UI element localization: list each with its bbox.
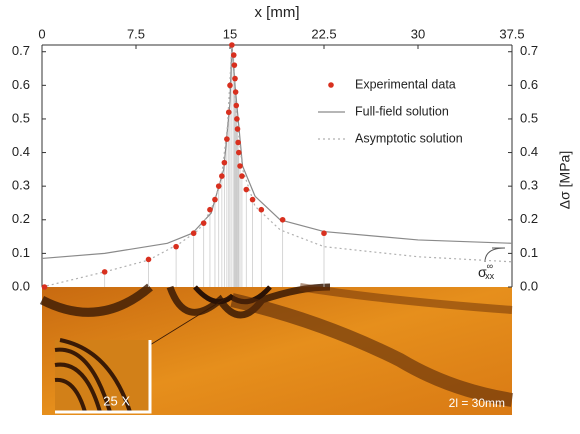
legend-marker <box>328 82 334 88</box>
data-point <box>233 89 239 95</box>
data-point <box>280 217 286 223</box>
data-point <box>237 163 243 169</box>
data-point <box>102 269 108 275</box>
bracket <box>485 248 505 262</box>
sigma-annotation: σ∞xx <box>478 261 495 281</box>
x-axis-title: x [mm] <box>255 4 300 21</box>
data-point <box>146 257 152 263</box>
data-point <box>243 187 249 193</box>
sup: ∞ <box>487 261 493 271</box>
data-point <box>235 140 241 146</box>
x-tick-label: 7.5 <box>127 26 145 41</box>
data-point <box>216 183 222 189</box>
y2-tick-label: 0.3 <box>520 178 538 193</box>
x-tick-label: 37.5 <box>499 26 524 41</box>
y2-tick-label: 0.4 <box>520 144 538 159</box>
y-tick-label: 0.5 <box>12 110 30 125</box>
data-point <box>191 230 197 236</box>
y-tick-label: 0.6 <box>12 77 30 92</box>
data-point <box>226 109 232 115</box>
data-point <box>236 150 242 156</box>
data-point <box>207 207 213 213</box>
y-tick-label: 0.0 <box>12 278 30 293</box>
data-point <box>212 197 218 203</box>
data-point <box>259 207 265 213</box>
data-point <box>235 126 241 132</box>
data-point <box>219 173 225 179</box>
y2-axis-title: Δσ [MPa] <box>557 151 573 209</box>
y-tick-label: 0.1 <box>12 245 30 260</box>
data-point <box>321 230 327 236</box>
y-tick-label: 0.4 <box>12 144 30 159</box>
y-tick-label: 0.7 <box>12 43 30 58</box>
legend-label: Experimental data <box>355 77 456 91</box>
y-tick-label: 0.2 <box>12 211 30 226</box>
x-tick-label: 30 <box>411 26 425 41</box>
data-point <box>222 160 228 166</box>
data-point <box>250 197 256 203</box>
zoom-label: 25 X <box>103 393 130 408</box>
legend-label: Full-field solution <box>355 104 449 118</box>
data-point <box>224 136 230 142</box>
data-point <box>232 62 238 68</box>
legend-label: Asymptotic solution <box>355 131 463 145</box>
data-point <box>234 116 240 122</box>
data-point <box>173 244 179 250</box>
x-tick-label: 22.5 <box>311 26 336 41</box>
data-point <box>201 220 207 226</box>
y2-tick-label: 0.2 <box>520 211 538 226</box>
data-point <box>231 52 237 58</box>
data-point <box>233 103 239 109</box>
data-point <box>42 284 48 290</box>
y-tick-label: 0.3 <box>12 178 30 193</box>
scale-label: 2l = 30mm <box>449 396 505 410</box>
data-point <box>232 76 238 82</box>
data-point <box>227 83 233 89</box>
y2-tick-label: 0.7 <box>520 43 538 58</box>
y2-tick-label: 0.5 <box>520 110 538 125</box>
x-tick-label: 15 <box>223 26 237 41</box>
figure: 25 X 2l = 30mm x [mm] Δσ [MPa] σ∞xx 0 7.5… <box>0 0 580 429</box>
x-tick-label: 0 <box>38 26 45 41</box>
y2-tick-label: 0.1 <box>520 245 538 260</box>
y2-tick-label: 0.6 <box>520 77 538 92</box>
data-point <box>229 42 235 48</box>
sub: xx <box>485 271 495 281</box>
y2-tick-label: 0.0 <box>520 278 538 293</box>
data-point <box>239 173 245 179</box>
